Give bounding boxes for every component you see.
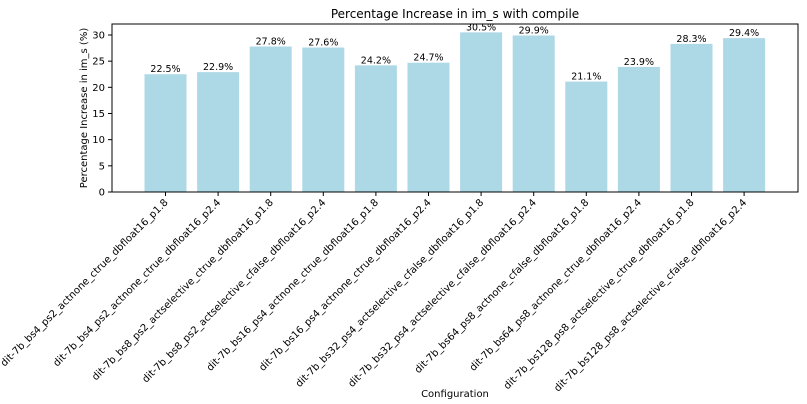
- data-label: 30.5%: [466, 22, 496, 33]
- data-label: 23.9%: [624, 57, 654, 68]
- bar: [512, 35, 555, 192]
- data-label: 24.7%: [413, 53, 443, 64]
- x-axis-label: Configuration: [421, 389, 489, 400]
- bar: [723, 38, 766, 192]
- y-tick-label: 20: [92, 83, 105, 94]
- bar: [354, 65, 397, 192]
- bar: [197, 72, 240, 192]
- data-label: 27.8%: [256, 37, 286, 48]
- data-label: 22.9%: [203, 62, 233, 73]
- bar: [460, 32, 503, 192]
- y-tick-label: 0: [99, 188, 105, 199]
- y-tick-label: 25: [92, 57, 105, 68]
- data-label: 28.3%: [676, 34, 706, 45]
- data-label: 29.4%: [729, 28, 759, 39]
- x-tick-label: dit-7b_bs128_ps8_actselective_cfalse_dbf…: [552, 197, 749, 394]
- bar: [407, 62, 450, 192]
- bar: [565, 81, 608, 192]
- data-label: 27.6%: [308, 38, 338, 49]
- y-axis: 0 5 10 15 20 25 30: [92, 30, 112, 199]
- x-axis: dit-7b_bs4_ps2_actnone_ctrue_dbfloat16_p…: [0, 192, 749, 394]
- bars-group: 22.5% 22.9% 27.8% 27.6% 24.2% 24.7% 30.5% 29.9%…: [144, 22, 766, 193]
- data-label: 21.1%: [571, 72, 601, 83]
- x-tick-label: dit-7b_bs32_ps4_actselective_cfalse_dbfl…: [346, 197, 538, 389]
- x-tick-label: dit-7b_bs8_ps2_actselective_cfalse_dbflo…: [141, 197, 329, 385]
- bar: [249, 46, 292, 193]
- bar: [670, 43, 713, 193]
- plot-frame: [111, 23, 799, 193]
- y-tick-label: 30: [92, 30, 105, 41]
- y-tick-label: 5: [99, 161, 105, 172]
- x-tick-label: dit-7b_bs64_ps8_actnone_cfalse_dbfloat16…: [413, 197, 592, 376]
- y-axis-label: Percentage Increase in im_s (%): [79, 28, 90, 189]
- data-label: 24.2%: [361, 55, 391, 66]
- bar: [617, 66, 660, 192]
- x-tick-label: dit-7b_bs8_ps2_actselective_ctrue_dbfloa…: [90, 197, 276, 383]
- bar: [302, 47, 345, 192]
- x-tick-label: dit-7b_bs128_ps8_actselective_ctrue_dbfl…: [502, 197, 697, 392]
- chart-title: Percentage Increase in im_s with compile: [331, 7, 579, 21]
- y-tick-label: 10: [92, 135, 105, 146]
- bar: [144, 74, 187, 192]
- y-tick-label: 15: [92, 109, 105, 120]
- data-label: 29.9%: [519, 26, 549, 37]
- x-tick-label: dit-7b_bs32_ps4_actselective_cfalse_dbfl…: [294, 197, 486, 389]
- data-label: 22.5%: [150, 64, 180, 75]
